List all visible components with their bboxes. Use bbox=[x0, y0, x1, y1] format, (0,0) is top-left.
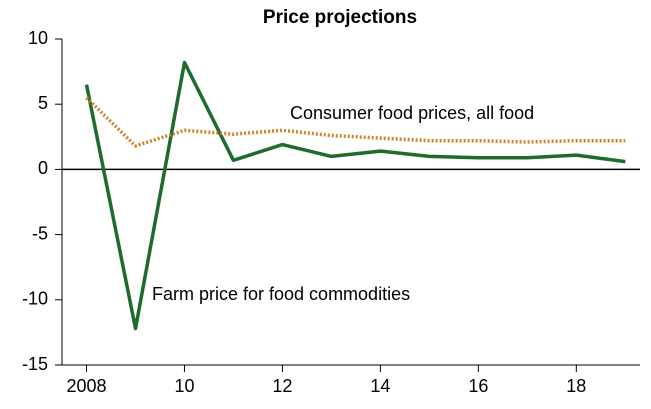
x-tick-label: 12 bbox=[272, 376, 292, 396]
chart-title: Price projections bbox=[263, 7, 417, 28]
x-tick-label: 2008 bbox=[66, 376, 106, 396]
y-tick-label: -5 bbox=[32, 223, 48, 243]
series-label: Consumer food prices, all food bbox=[290, 103, 534, 123]
series-line bbox=[84, 60, 626, 331]
y-tick-label: 5 bbox=[38, 93, 48, 113]
series-label: Farm price for food commodities bbox=[152, 284, 410, 304]
x-tick-label: 16 bbox=[468, 376, 488, 396]
y-tick-label: -15 bbox=[22, 354, 48, 374]
y-tick-label: -10 bbox=[22, 289, 48, 309]
series-line bbox=[85, 96, 626, 148]
x-tick-label: 10 bbox=[174, 376, 194, 396]
y-tick-label: 10 bbox=[28, 28, 48, 48]
x-tick-label: 14 bbox=[370, 376, 390, 396]
y-tick-label: 0 bbox=[38, 158, 48, 178]
x-tick-label: 18 bbox=[566, 376, 586, 396]
